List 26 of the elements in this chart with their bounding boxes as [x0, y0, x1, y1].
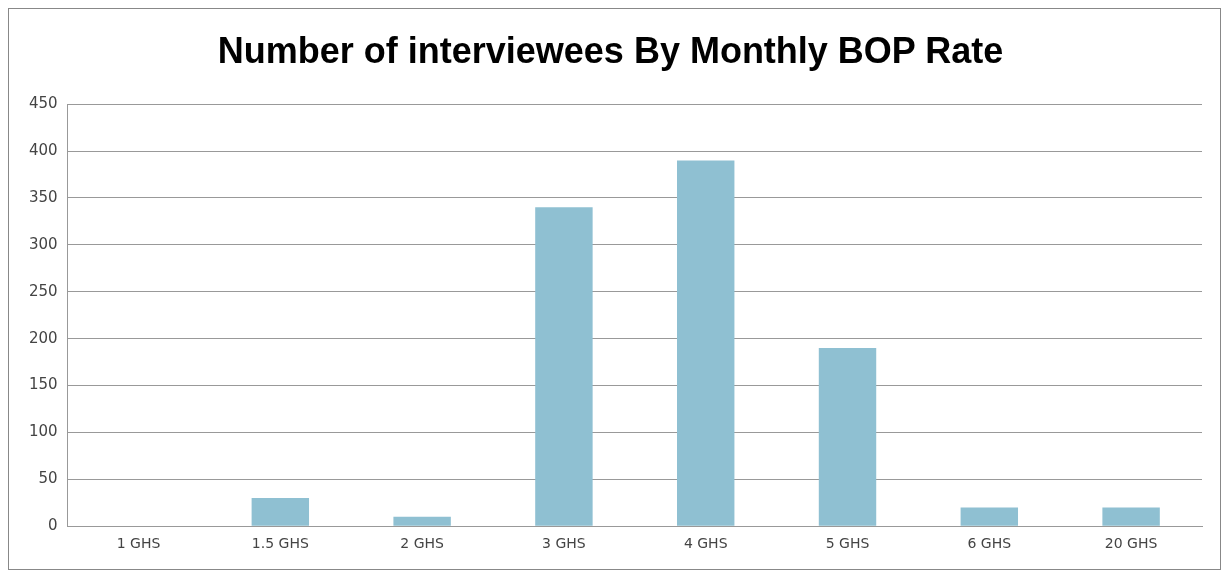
x-tick-label: 2 GHS: [400, 535, 445, 552]
y-tick-label: 250: [28, 281, 58, 300]
bar: [1102, 507, 1160, 526]
bar: [251, 498, 310, 526]
x-tick-label: 1.5 GHS: [251, 535, 309, 552]
y-tick-label: 450: [28, 94, 58, 113]
bar: [535, 207, 593, 526]
bar: [677, 160, 735, 526]
bar: [393, 516, 451, 526]
y-tick-label: 400: [28, 140, 58, 159]
x-tick-label: 20 GHS: [1104, 535, 1158, 552]
x-tick-label: 5 GHS: [825, 535, 870, 552]
chart-title: Number of interviewees By Monthly BOP Rate: [217, 29, 1004, 71]
y-tick-label: 200: [28, 328, 58, 347]
y-tick-label: 150: [28, 375, 58, 394]
x-tick-label: 6 GHS: [967, 535, 1012, 552]
y-tick-label: 50: [38, 469, 58, 488]
y-tick-label: 100: [28, 422, 58, 441]
bar: [818, 348, 877, 526]
y-tick-label: 0: [48, 516, 58, 535]
x-tick-label: 3 GHS: [542, 535, 586, 552]
x-tick-label: 4 GHS: [683, 535, 728, 552]
bar: [960, 507, 1019, 526]
y-tick-label: 350: [28, 187, 58, 206]
x-tick-label: 1 GHS: [116, 535, 161, 552]
y-tick-label: 300: [28, 234, 58, 253]
